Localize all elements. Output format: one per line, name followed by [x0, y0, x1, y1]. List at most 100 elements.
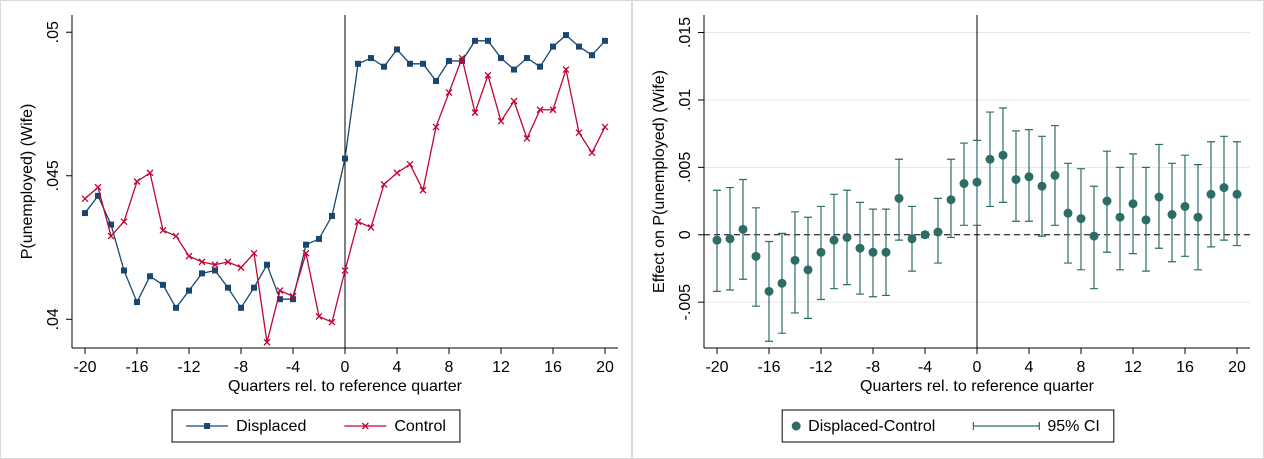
marker: [406, 160, 414, 168]
marker: [121, 267, 127, 274]
marker: [485, 37, 491, 44]
x-tick-label: 0: [973, 359, 982, 376]
marker: [394, 46, 400, 53]
marker: [316, 235, 322, 242]
x-tick-label: 8: [445, 359, 454, 376]
marker: [393, 169, 401, 177]
marker: [549, 106, 557, 114]
x-tick-label: 20: [1228, 359, 1246, 376]
marker: [497, 117, 505, 125]
legend-label: Displaced: [236, 418, 306, 435]
error-bar: [1129, 153, 1137, 255]
x-tick-label: -8: [866, 359, 880, 376]
marker: [199, 270, 205, 277]
y-tick-label: .01: [677, 89, 694, 111]
marker: [237, 264, 245, 272]
marker: [146, 169, 154, 177]
legend-label: 95% CI: [1047, 418, 1099, 435]
error-bar: [1207, 141, 1215, 248]
marker: [576, 43, 582, 50]
y-tick-label: .015: [677, 17, 694, 48]
x-tick-label: 20: [596, 359, 614, 376]
x-axis-title: Quarters rel. to reference quarter: [228, 378, 463, 395]
marker: [289, 292, 297, 300]
marker: [575, 129, 583, 137]
error-bar: [908, 205, 916, 272]
error-bar: [1090, 185, 1098, 290]
error-bar: [765, 240, 773, 342]
marker: [433, 78, 439, 85]
marker: [381, 63, 387, 70]
error-bar: [973, 139, 981, 226]
x-tick-label: -12: [177, 359, 200, 376]
y-tick-label: 0: [677, 230, 694, 239]
error-bar: [1025, 128, 1033, 222]
marker: [238, 304, 244, 311]
marker: [198, 258, 206, 266]
x-tick-label: -16: [125, 359, 148, 376]
x-tick-label: 4: [1025, 359, 1034, 376]
error-bar: [1233, 141, 1241, 247]
marker: [250, 249, 258, 257]
marker: [511, 66, 517, 73]
marker: [563, 32, 569, 39]
marker: [472, 37, 478, 44]
marker: [160, 281, 166, 288]
y-tick-label: .05: [45, 21, 62, 43]
marker: [498, 55, 504, 62]
marker: [536, 106, 544, 114]
x-tick-label: 12: [1124, 359, 1142, 376]
marker: [380, 180, 388, 188]
marker: [589, 52, 595, 59]
legend-box: [781, 409, 1115, 443]
marker: [302, 249, 310, 257]
error-bar: [947, 158, 955, 239]
error-bar: [1077, 168, 1085, 271]
marker: [471, 109, 479, 117]
x-tick-label: 0: [341, 359, 350, 376]
legend-swatch: [972, 422, 1040, 430]
x-tick-label: 16: [1176, 359, 1194, 376]
marker: [361, 422, 369, 430]
marker: [263, 338, 271, 346]
marker: [562, 66, 570, 74]
y-tick-label: -.005: [677, 284, 694, 321]
x-tick-label: 16: [544, 359, 562, 376]
marker: [303, 241, 309, 248]
marker: [82, 210, 88, 217]
marker: [328, 318, 336, 326]
error-bar: [778, 232, 786, 334]
marker: [290, 296, 296, 303]
error-bar: [791, 211, 799, 314]
marker: [523, 134, 531, 142]
marker: [108, 221, 114, 228]
marker: [186, 287, 192, 294]
marker: [446, 57, 452, 64]
marker: [341, 267, 349, 274]
marker: [791, 421, 801, 431]
marker: [224, 258, 232, 266]
legend-label: Control: [394, 418, 446, 435]
marker: [134, 299, 140, 306]
error-bar: [882, 208, 890, 297]
marker: [94, 183, 102, 191]
error-bar: [752, 207, 760, 307]
marker: [524, 55, 530, 62]
x-tick-label: -20: [705, 359, 728, 376]
marker: [95, 192, 101, 199]
x-tick-label: -8: [234, 359, 248, 376]
error-bar: [1103, 150, 1111, 253]
error-bar: [1064, 162, 1072, 264]
marker: [342, 155, 348, 162]
marker: [81, 195, 89, 203]
error-bar: [843, 189, 851, 286]
x-tick-label: 8: [1077, 359, 1086, 376]
marker: [355, 60, 361, 67]
marker: [147, 273, 153, 280]
error-bar: [804, 216, 812, 319]
error-bar: [934, 197, 942, 264]
x-tick-label: 4: [393, 359, 402, 376]
y-axis-title: P(unemployed) (Wife): [19, 104, 36, 260]
legend-label: Displaced-Control: [808, 418, 935, 435]
error-bar: [1155, 143, 1163, 249]
